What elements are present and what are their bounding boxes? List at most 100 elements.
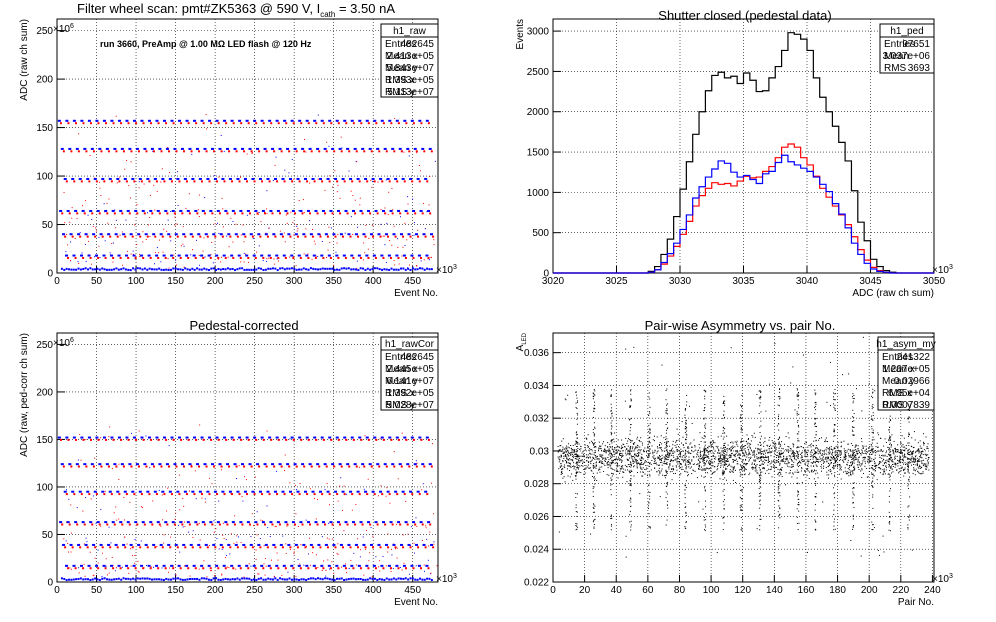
data-point	[774, 446, 776, 448]
data-point	[760, 435, 762, 437]
data-point	[881, 450, 883, 452]
data-point	[780, 469, 782, 471]
data-point	[559, 459, 561, 461]
data-point	[92, 543, 96, 546]
data-point	[271, 267, 274, 270]
data-point	[853, 467, 855, 469]
data-point	[722, 449, 724, 451]
data-point	[667, 455, 669, 457]
data-point	[156, 209, 160, 212]
data-point	[732, 448, 734, 450]
data-point	[574, 444, 576, 446]
data-point	[901, 453, 903, 455]
data-point	[815, 457, 817, 459]
data-point	[764, 440, 766, 442]
data-point	[383, 578, 386, 581]
data-point	[814, 452, 816, 454]
data-point	[590, 463, 592, 465]
data-point	[885, 462, 887, 464]
data-point	[901, 458, 903, 460]
data-point	[215, 528, 217, 530]
data-point	[903, 449, 905, 451]
data-point	[195, 239, 197, 241]
data-point	[776, 460, 778, 462]
data-point	[413, 542, 415, 544]
data-point	[292, 221, 294, 223]
data-point	[389, 209, 393, 212]
data-point	[264, 574, 266, 576]
data-point	[66, 209, 70, 212]
data-point	[656, 450, 658, 452]
data-point	[138, 571, 140, 573]
data-point	[321, 578, 324, 581]
data-point	[622, 454, 624, 456]
data-point	[765, 457, 767, 459]
data-point	[687, 461, 689, 463]
data-point	[283, 493, 286, 496]
data-point	[679, 467, 681, 469]
data-point	[724, 451, 726, 453]
data-point	[600, 448, 602, 450]
data-point	[132, 119, 136, 122]
data-point	[179, 567, 182, 570]
data-point	[192, 530, 194, 532]
data-point	[571, 451, 573, 453]
data-point	[619, 454, 621, 456]
data-point	[396, 180, 399, 183]
data-point	[243, 490, 247, 493]
data-point	[846, 464, 848, 466]
data-point	[415, 565, 417, 567]
data-point	[303, 564, 305, 566]
data-point	[798, 462, 800, 464]
data-point	[676, 461, 678, 463]
data-point	[661, 468, 663, 470]
data-point	[397, 209, 401, 212]
data-point	[682, 469, 684, 471]
data-point	[920, 456, 922, 458]
x-tick-label: 50	[91, 276, 103, 287]
data-point	[806, 460, 808, 462]
data-point	[724, 462, 726, 464]
data-point	[707, 456, 709, 458]
data-point	[919, 445, 921, 447]
data-point	[619, 454, 621, 456]
data-point	[774, 462, 776, 464]
data-point	[844, 453, 846, 455]
data-point	[111, 556, 113, 558]
data-point	[195, 147, 199, 150]
data-point	[812, 462, 814, 464]
data-point	[406, 239, 408, 241]
data-point	[860, 470, 862, 472]
data-point	[622, 465, 624, 467]
data-point	[388, 268, 391, 271]
data-point	[723, 458, 725, 460]
data-point	[306, 180, 309, 183]
data-point	[811, 455, 813, 457]
data-point	[337, 122, 340, 125]
data-point	[369, 523, 372, 526]
data-point	[352, 256, 355, 259]
data-point	[337, 184, 339, 186]
data-point	[784, 458, 786, 460]
data-point	[707, 455, 709, 457]
data-point	[236, 478, 238, 480]
data-point	[686, 434, 688, 436]
data-point	[320, 564, 324, 567]
data-point	[862, 460, 864, 462]
data-point	[741, 461, 743, 463]
data-point	[402, 534, 404, 536]
data-point	[67, 244, 69, 246]
data-point	[916, 462, 918, 464]
data-point	[273, 576, 275, 578]
data-point	[713, 448, 715, 450]
data-point	[356, 177, 360, 180]
data-point	[638, 462, 640, 464]
data-point	[300, 578, 303, 581]
data-point	[729, 456, 731, 458]
data-point	[687, 446, 689, 448]
data-point	[705, 454, 707, 456]
data-point	[792, 455, 794, 457]
data-point	[255, 268, 258, 271]
data-point	[97, 549, 99, 551]
data-point	[565, 451, 567, 453]
